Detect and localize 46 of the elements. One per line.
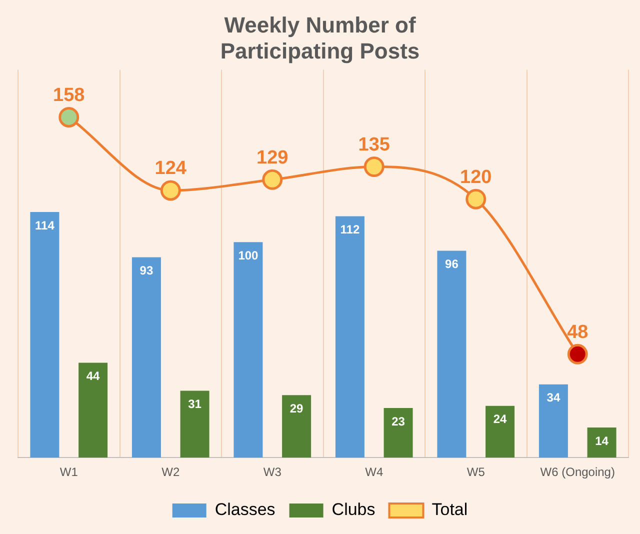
point — [466, 188, 486, 210]
data-label: 112 — [340, 222, 360, 237]
point — [567, 344, 588, 364]
bar — [335, 216, 364, 458]
point — [58, 106, 80, 128]
x-tick-label: W6 (Ongoing) — [540, 465, 615, 480]
data-label: 48 — [567, 322, 588, 343]
data-label: 14 — [595, 434, 609, 448]
legend-label: Total — [432, 500, 468, 520]
bar — [486, 406, 515, 458]
data-label: 96 — [445, 257, 459, 272]
bar — [180, 390, 210, 458]
bar — [538, 384, 568, 458]
data-label: 29 — [290, 401, 304, 416]
data-label: 158 — [53, 84, 85, 106]
data-label: 23 — [392, 414, 406, 428]
bar — [132, 257, 161, 458]
bar — [234, 242, 263, 458]
point — [364, 156, 384, 177]
data-label: 114 — [35, 218, 55, 232]
bar — [384, 408, 413, 458]
point — [262, 169, 283, 190]
x-tick-label: W3 — [263, 465, 282, 480]
data-label: 135 — [358, 134, 390, 156]
bar — [587, 427, 616, 458]
data-label: 44 — [86, 369, 100, 384]
legend-label: Classes — [214, 500, 276, 520]
bar — [437, 250, 466, 458]
data-label: 24 — [493, 412, 508, 426]
data-label: 34 — [546, 390, 560, 405]
bar — [78, 362, 108, 458]
data-label: 100 — [238, 248, 259, 262]
bar — [30, 212, 60, 458]
data-label: 31 — [188, 397, 202, 412]
legend-label: Clubs — [332, 500, 376, 520]
chart-title: Weekly Number of Participating Posts — [220, 12, 420, 64]
x-tick-label: W4 — [365, 465, 384, 480]
data-label: 120 — [460, 166, 492, 188]
bar — [282, 395, 312, 458]
point — [160, 180, 181, 201]
data-label: 124 — [154, 158, 187, 180]
data-label: 93 — [140, 264, 154, 278]
x-tick-label: W1 — [60, 465, 78, 480]
x-tick-label: W2 — [162, 465, 180, 480]
x-tick-label: W5 — [466, 465, 486, 480]
data-label: 129 — [256, 147, 288, 168]
